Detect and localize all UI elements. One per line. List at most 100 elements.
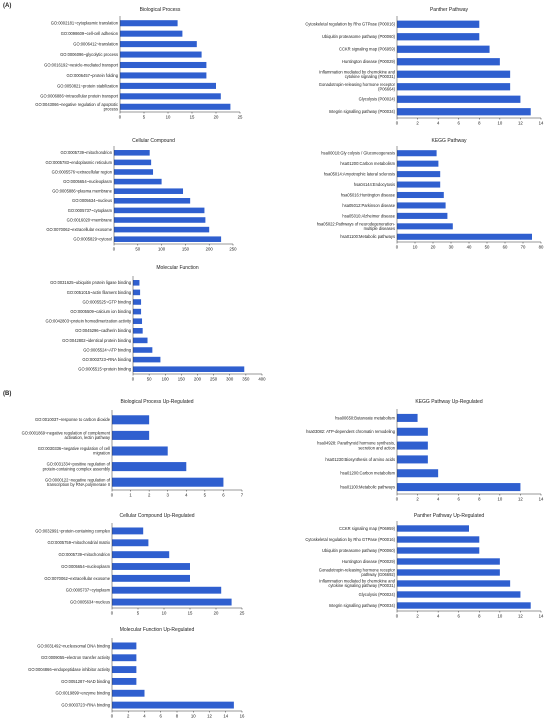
category-label: hsa05016:Huntington disease — [341, 192, 396, 197]
x-tick-label: 6 — [458, 121, 461, 126]
x-tick-label: 6 — [222, 493, 225, 498]
category-label: Huntington disease (P00029) — [342, 559, 396, 564]
section-label-b: (B) — [3, 391, 12, 397]
category-label: GO:0070062~extracellular exosome — [44, 576, 110, 581]
category-label: GO:0004866~endopeptidase inhibitor activ… — [28, 667, 111, 672]
x-tick-label: 14 — [539, 614, 544, 619]
x-tick-label: 15 — [188, 611, 193, 616]
bar — [397, 20, 480, 28]
category-label: Ubiquitin proteasome pathway (P00060) — [322, 34, 396, 39]
bar — [397, 233, 532, 240]
category-label: Cytoskeletal regulation by Rho GTPase (P… — [305, 22, 395, 27]
category-label: GO:0051287~NAD binding — [61, 679, 111, 684]
x-tick-label: 25 — [240, 611, 245, 616]
x-tick-label: 5 — [137, 611, 140, 616]
bar — [133, 308, 142, 315]
chart-title: KEGG Pathway — [431, 138, 467, 144]
bar — [397, 525, 469, 532]
x-tick-label: 100 — [158, 247, 166, 252]
chart-6: KEGG Pathway Up-Regulated hsa00650:Butano… — [306, 399, 544, 502]
chart-title: Cellular Compound — [132, 138, 175, 144]
chart-title: Biological Process Up-Regulated — [120, 399, 193, 405]
bar — [114, 159, 152, 166]
bar — [397, 70, 511, 78]
x-tick-label: 0 — [113, 247, 116, 252]
x-tick-label: 8 — [478, 497, 481, 502]
bar — [397, 83, 511, 91]
x-tick-label: 150 — [178, 377, 186, 382]
category-label: Glycolysis (P00024) — [359, 97, 396, 102]
x-tick-label: 0 — [396, 614, 399, 619]
bar — [120, 82, 216, 89]
bar — [120, 30, 183, 37]
category-label: GO:0005524~ATP binding — [83, 347, 131, 352]
category-label: GO:0005783~endoplasmic reticulum — [45, 160, 112, 165]
category-label: GO:0005509~calcium ion binding — [70, 309, 131, 314]
bar — [397, 45, 490, 53]
category-label: GO:0005737~cytoplasm — [68, 208, 113, 213]
x-tick-label: 200 — [194, 377, 202, 382]
x-tick-label: 250 — [210, 377, 218, 382]
bar — [397, 202, 446, 209]
bar — [397, 160, 439, 167]
bar — [397, 58, 500, 66]
bar — [397, 547, 480, 554]
category-label: GO:0031625~ubiquitin protein ligase bind… — [50, 280, 132, 285]
category-label: CCKR signaling map (P06959) — [339, 526, 396, 531]
category-label: hsa04928: Parathyroid hormone synthesis,… — [317, 441, 396, 451]
category-label: hsa01100:Metabolic pathways — [340, 234, 395, 239]
bar — [114, 226, 210, 233]
chart-5: Biological Process Up-Regulated GO:001003… — [22, 399, 244, 498]
category-label: GO:0045296~cadherin binding — [75, 328, 132, 333]
bar — [397, 181, 441, 188]
x-tick-label: 350 — [242, 377, 250, 382]
bar — [397, 483, 521, 492]
x-tick-label: 8 — [478, 614, 481, 619]
x-tick-label: 250 — [229, 247, 237, 252]
category-label: GO:0005737~cytoplasm — [66, 588, 111, 593]
category-label: GO:0009055~electron transfer activity — [41, 655, 111, 660]
category-label: Gonadotropin-releasing hormone receptor(… — [319, 82, 396, 92]
category-label: GO:0005515~protein binding — [78, 367, 131, 372]
category-label: GO:0005886~plasma membrane — [52, 189, 112, 194]
category-label: hsa05014:Amyotrophic lateral sclerosis — [324, 172, 395, 177]
category-label: Gonadotropin-releasing hormone receptor p… — [319, 568, 396, 578]
x-tick-label: 16 — [240, 714, 245, 719]
bar — [397, 95, 521, 103]
bar — [114, 188, 184, 194]
chart-9: Molecular Function Up-Regulated GO:003149… — [28, 627, 245, 719]
bar — [133, 318, 143, 324]
bar — [114, 169, 154, 175]
x-tick-label: 2 — [127, 714, 130, 719]
bar — [133, 366, 245, 372]
category-label: GO:0003723~RNA binding — [82, 357, 131, 362]
category-label: GO:0000122~negative regulation of transcr… — [45, 477, 111, 487]
bar — [120, 61, 207, 69]
x-tick-label: 2 — [416, 497, 419, 502]
bar — [112, 586, 222, 594]
category-label: Integrin signalling pathway (P00034) — [329, 109, 396, 114]
x-tick-label: 10 — [162, 611, 167, 616]
category-label: Cytoskeletal regulation by Rho GTPase (P… — [305, 537, 395, 542]
category-label: GO:0005576~extracellular region — [52, 169, 113, 174]
chart-3: KEGG Pathway hsa00010:Gly colysis / Gluco… — [317, 138, 544, 250]
category-label: GO:0019899~enzyme binding — [55, 691, 110, 696]
x-tick-label: 0 — [119, 115, 122, 120]
bar — [120, 103, 231, 110]
x-tick-label: 5 — [143, 115, 146, 120]
chart-title: Panther Pathway — [430, 7, 469, 13]
bar — [397, 223, 453, 230]
category-label: hsa01200:Carbon metabolism — [340, 471, 395, 476]
x-tick-label: 2 — [416, 614, 419, 619]
x-tick-label: 10 — [497, 121, 502, 126]
category-label: GO:0005634~nucleus — [70, 599, 110, 604]
x-tick-label: 14 — [539, 121, 544, 126]
x-tick-label: 12 — [518, 497, 523, 502]
category-label: hsa03082: ATP-dependent chromatin remode… — [306, 429, 396, 434]
bar — [397, 33, 480, 41]
bar — [133, 337, 148, 344]
bar — [114, 198, 191, 204]
category-label: GO:0042802~identical protein binding — [62, 338, 132, 343]
bar — [114, 207, 205, 214]
